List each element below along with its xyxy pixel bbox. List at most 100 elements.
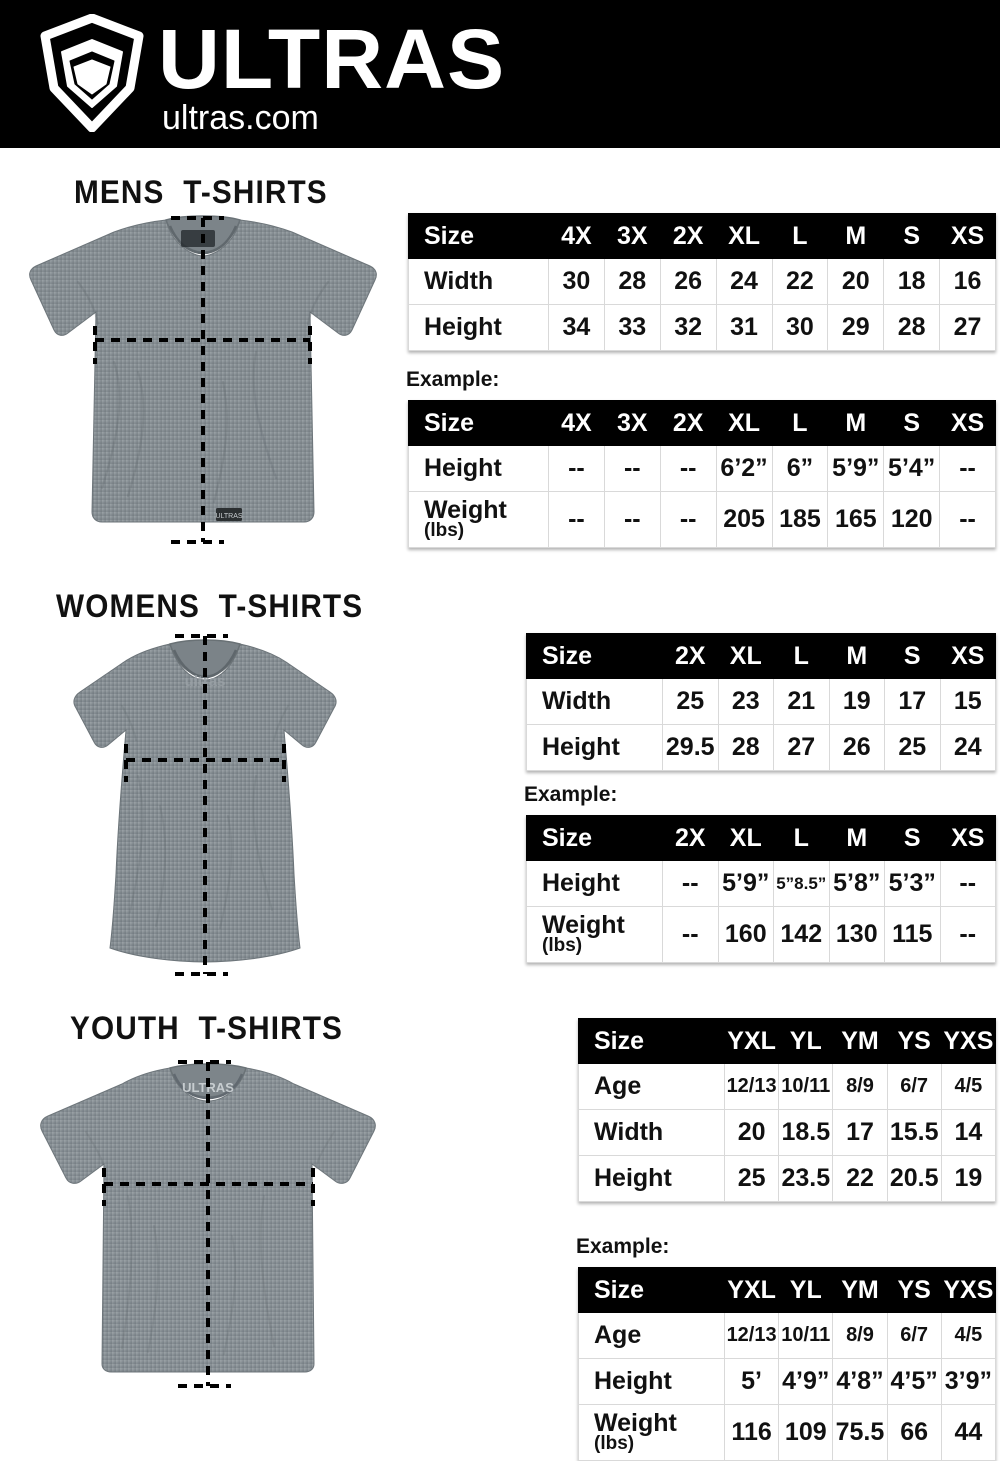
table-cell: -- bbox=[548, 445, 605, 492]
row-label: Width bbox=[526, 678, 663, 725]
row-label-main: Weight bbox=[594, 1409, 677, 1437]
table-cell: 20 bbox=[827, 258, 885, 305]
table-cell: 12/13 bbox=[723, 1312, 780, 1359]
section-title-mens: MENS T-SHIRTS bbox=[74, 174, 328, 210]
column-header: XS bbox=[939, 633, 996, 679]
row-label: Height bbox=[408, 304, 549, 351]
table-cell: 8/9 bbox=[832, 1063, 888, 1110]
table-cell: 23 bbox=[717, 678, 774, 725]
column-header: YS bbox=[886, 1018, 942, 1064]
table-cell: 20 bbox=[723, 1109, 780, 1156]
example-label-mens: Example: bbox=[406, 368, 500, 391]
column-header: YXL bbox=[723, 1267, 780, 1313]
table-row: Height 34 33 32 31 30 29 28 27 bbox=[408, 304, 996, 351]
section-title-youth: YOUTH T-SHIRTS bbox=[70, 1010, 344, 1046]
column-header: YXS bbox=[940, 1267, 997, 1313]
table-cell: 19 bbox=[940, 1155, 997, 1202]
table-row: Width 30 28 26 24 22 20 18 16 bbox=[408, 258, 996, 305]
column-header: Size bbox=[408, 213, 549, 259]
table-cell: 6/7 bbox=[886, 1312, 942, 1359]
column-header: 4X bbox=[548, 213, 605, 259]
column-header: XS bbox=[939, 815, 996, 861]
table-row: Weight (lbs) 116 109 75.5 66 44 bbox=[578, 1404, 997, 1461]
table-header-row: Size YXL YL YM YS YXS bbox=[578, 1267, 997, 1313]
column-header: M bbox=[828, 815, 885, 861]
table-cell: 44 bbox=[940, 1404, 997, 1461]
table-cell: 5’8” bbox=[828, 860, 885, 907]
youth-example-table: Size YXL YL YM YS YXS Age 12/13 10/11 8/… bbox=[578, 1267, 997, 1461]
table-cell: 21 bbox=[773, 678, 830, 725]
row-label-sub: (lbs) bbox=[594, 1433, 635, 1454]
example-label-youth: Example: bbox=[576, 1235, 670, 1258]
table-cell: 66 bbox=[886, 1404, 942, 1461]
table-cell: 3’9” bbox=[940, 1358, 997, 1405]
womens-size-table: Size 2X XL L M S XS Width 25 23 21 19 17… bbox=[526, 633, 996, 771]
table-cell: 34 bbox=[548, 304, 605, 351]
column-header: Size bbox=[526, 815, 663, 861]
row-label: Height bbox=[408, 445, 549, 492]
row-label: Weight (lbs) bbox=[578, 1404, 725, 1461]
table-cell: 10/11 bbox=[778, 1312, 834, 1359]
table-cell: 14 bbox=[940, 1109, 997, 1156]
table-cell: 5”8.5” bbox=[773, 860, 830, 907]
mens-size-table: Size 4X 3X 2X XL L M S XS Width 30 28 26… bbox=[408, 213, 996, 351]
table-cell: 6’2” bbox=[715, 445, 773, 492]
table-cell: 30 bbox=[548, 258, 605, 305]
brand-wordmark: ULTRAS bbox=[158, 12, 506, 106]
table-cell: 28 bbox=[603, 258, 661, 305]
table-cell: 142 bbox=[773, 906, 830, 963]
table-cell: 24 bbox=[939, 724, 996, 771]
table-cell: -- bbox=[939, 445, 996, 492]
table-cell: 4’5” bbox=[886, 1358, 942, 1405]
table-cell: 130 bbox=[828, 906, 885, 963]
table-cell: 205 bbox=[715, 491, 773, 548]
table-cell: 19 bbox=[828, 678, 885, 725]
column-header: S bbox=[883, 213, 941, 259]
table-cell: 5’ bbox=[723, 1358, 780, 1405]
row-label: Age bbox=[578, 1312, 725, 1359]
table-cell: 22 bbox=[832, 1155, 888, 1202]
table-cell: 17 bbox=[884, 678, 941, 725]
table-cell: 120 bbox=[883, 491, 941, 548]
table-header-row: Size 4X 3X 2X XL L M S XS bbox=[408, 213, 996, 259]
table-cell: 5’9” bbox=[827, 445, 885, 492]
table-cell: -- bbox=[603, 491, 661, 548]
table-cell: 32 bbox=[659, 304, 717, 351]
table-cell: -- bbox=[548, 491, 605, 548]
table-cell: -- bbox=[603, 445, 661, 492]
table-row: Width 20 18.5 17 15.5 14 bbox=[578, 1109, 997, 1156]
table-cell: 8/9 bbox=[832, 1312, 888, 1359]
brand-website: ultras.com bbox=[162, 99, 319, 137]
table-cell: 160 bbox=[717, 906, 774, 963]
column-header: YL bbox=[778, 1018, 834, 1064]
table-cell: 28 bbox=[717, 724, 774, 771]
row-label: Weight (lbs) bbox=[408, 491, 549, 548]
youth-tshirt-illustration: ULTRAS bbox=[28, 1056, 388, 1396]
table-row: Width 25 23 21 19 17 15 bbox=[526, 678, 996, 725]
table-cell: 185 bbox=[771, 491, 829, 548]
column-header: M bbox=[828, 633, 885, 679]
table-cell: 27 bbox=[939, 304, 996, 351]
row-label: Age bbox=[578, 1063, 725, 1110]
column-header: 2X bbox=[659, 213, 717, 259]
svg-text:ultras: ultras bbox=[185, 673, 226, 690]
column-header: YM bbox=[832, 1267, 888, 1313]
column-header: XL bbox=[717, 815, 774, 861]
column-header: XS bbox=[939, 400, 996, 446]
column-header: XL bbox=[715, 400, 773, 446]
column-header: YL bbox=[778, 1267, 834, 1313]
table-row: Age 12/13 10/11 8/9 6/7 4/5 bbox=[578, 1312, 997, 1359]
column-header: Size bbox=[526, 633, 663, 679]
table-cell: 26 bbox=[659, 258, 717, 305]
table-cell: 15.5 bbox=[886, 1109, 942, 1156]
column-header: XL bbox=[715, 213, 773, 259]
row-label: Height bbox=[526, 860, 663, 907]
column-header: 2X bbox=[662, 815, 719, 861]
svg-text:ULTRAS: ULTRAS bbox=[182, 1080, 234, 1095]
table-header-row: Size 2X XL L M S XS bbox=[526, 633, 996, 679]
table-cell: 29 bbox=[827, 304, 885, 351]
table-cell: 18 bbox=[883, 258, 941, 305]
table-cell: 15 bbox=[939, 678, 996, 725]
table-row: Height -- 5’9” 5”8.5” 5’8” 5’3” -- bbox=[526, 860, 996, 907]
column-header: L bbox=[773, 633, 830, 679]
